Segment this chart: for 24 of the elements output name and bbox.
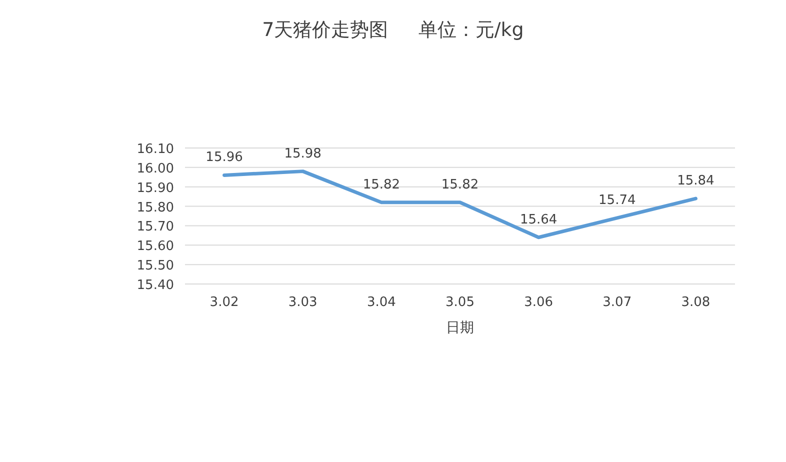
x-tick-label: 3.02 <box>210 295 239 310</box>
data-label: 15.64 <box>520 212 558 228</box>
data-label: 15.98 <box>284 146 322 162</box>
y-tick-label: 16.00 <box>136 161 174 176</box>
y-tick-label: 15.40 <box>136 278 174 293</box>
x-axis-title: 日期 <box>446 320 474 336</box>
y-tick-label: 15.50 <box>136 258 174 274</box>
x-tick-label: 3.05 <box>446 295 474 310</box>
y-tick-label: 16.10 <box>136 142 174 157</box>
x-tick-label: 3.04 <box>366 295 396 310</box>
data-label: 15.84 <box>677 174 714 189</box>
data-label: 15.96 <box>206 150 243 166</box>
y-tick-label: 15.60 <box>136 239 174 254</box>
x-tick-label: 3.06 <box>524 295 554 310</box>
data-label: 15.82 <box>441 177 479 192</box>
x-tick-label: 3.08 <box>681 295 710 310</box>
data-label: 15.82 <box>362 177 400 192</box>
chart-title: 7天猪价走势图 单位：元/kg <box>262 19 524 41</box>
y-tick-label: 15.90 <box>136 180 174 196</box>
x-tick-label: 3.07 <box>602 295 632 310</box>
y-tick-label: 15.80 <box>136 200 174 216</box>
y-tick-label: 15.70 <box>136 220 174 235</box>
data-label: 15.74 <box>598 192 636 208</box>
x-tick-label: 3.03 <box>288 295 318 310</box>
